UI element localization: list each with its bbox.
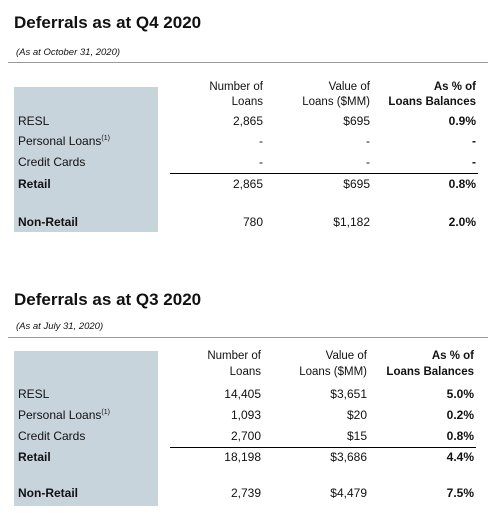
row-label: Credit Cards [18,156,85,168]
column-header: Number of [209,81,263,93]
total-rule [170,173,478,174]
section-title: Deferrals as at Q4 2020 [14,13,202,32]
cell-value: 1,093 [230,408,261,422]
cell-value: 0.8% [448,177,476,191]
cell-value: 4.4% [446,450,474,464]
column-header: As % of [431,350,474,362]
divider [8,62,488,63]
cell-value: $4,479 [330,486,367,500]
label-text: RESL [18,387,50,401]
column-header: Number of [207,350,261,362]
cell-value: 2,700 [230,429,261,443]
cell-value: 0.8% [446,429,474,443]
label-column-bg [14,351,158,506]
row-label: Personal Loans(1) [18,409,110,421]
label-text: Retail [18,450,51,464]
label-text: Personal Loans [18,408,102,422]
label-text: Credit Cards [18,155,86,169]
label-text: Non-Retail [18,486,78,500]
cell-value: - [472,134,476,148]
section-subtitle: (As at July 31, 2020) [16,321,104,332]
cell-value: 14,405 [224,387,261,401]
label-text: Personal Loans [18,134,102,148]
cell-value: - [259,134,263,148]
cell-value: $695 [343,177,370,191]
column-header: Loans Balances [386,366,474,378]
cell-value: - [366,155,370,169]
cell-value: 2.0% [448,215,476,229]
column-header: Loans Balances [388,96,476,108]
section-title: Deferrals as at Q3 2020 [14,290,202,309]
cell-value: 2,865 [232,177,263,191]
row-label: Retail [18,451,51,463]
cell-value: 18,198 [224,450,261,464]
cell-value: $3,686 [330,450,367,464]
cell-value: 780 [242,215,263,229]
cell-value: 0.2% [446,408,474,422]
row-label: Retail [18,178,51,190]
cell-value: 2,865 [232,114,263,128]
label-column-bg [14,87,158,232]
divider [8,337,488,338]
cell-value: 0.9% [448,114,476,128]
cell-value: - [366,134,370,148]
cell-value: 2,739 [230,486,261,500]
label-text: RESL [18,114,50,128]
cell-value: 5.0% [446,387,474,401]
cell-value: - [259,155,263,169]
label-text: Credit Cards [18,429,86,443]
label-text: Retail [18,177,51,191]
row-label: RESL [18,115,49,127]
row-label: Non-Retail [18,487,78,499]
cell-value: - [472,155,476,169]
column-header: Value of [328,81,370,93]
column-header: Loans ($MM) [299,366,367,378]
column-header: Loans [229,366,261,378]
cell-value: $3,651 [330,387,367,401]
cell-value: $20 [346,408,367,422]
label-text: Non-Retail [18,215,78,229]
total-rule [170,447,476,448]
row-label: RESL [18,388,49,400]
cell-value: $695 [343,114,370,128]
column-header: As % of [433,81,476,93]
footnote-marker: (1) [101,409,110,416]
column-header: Loans ($MM) [302,96,370,108]
row-label: Personal Loans(1) [18,135,110,147]
row-label: Credit Cards [18,430,85,442]
cell-value: 7.5% [446,486,474,500]
footnote-marker: (1) [101,135,110,142]
section-subtitle: (As at October 31, 2020) [16,47,121,58]
row-label: Non-Retail [18,216,78,228]
cell-value: $1,182 [333,215,370,229]
cell-value: $15 [346,429,367,443]
column-header: Value of [325,350,367,362]
column-header: Loans [231,96,263,108]
